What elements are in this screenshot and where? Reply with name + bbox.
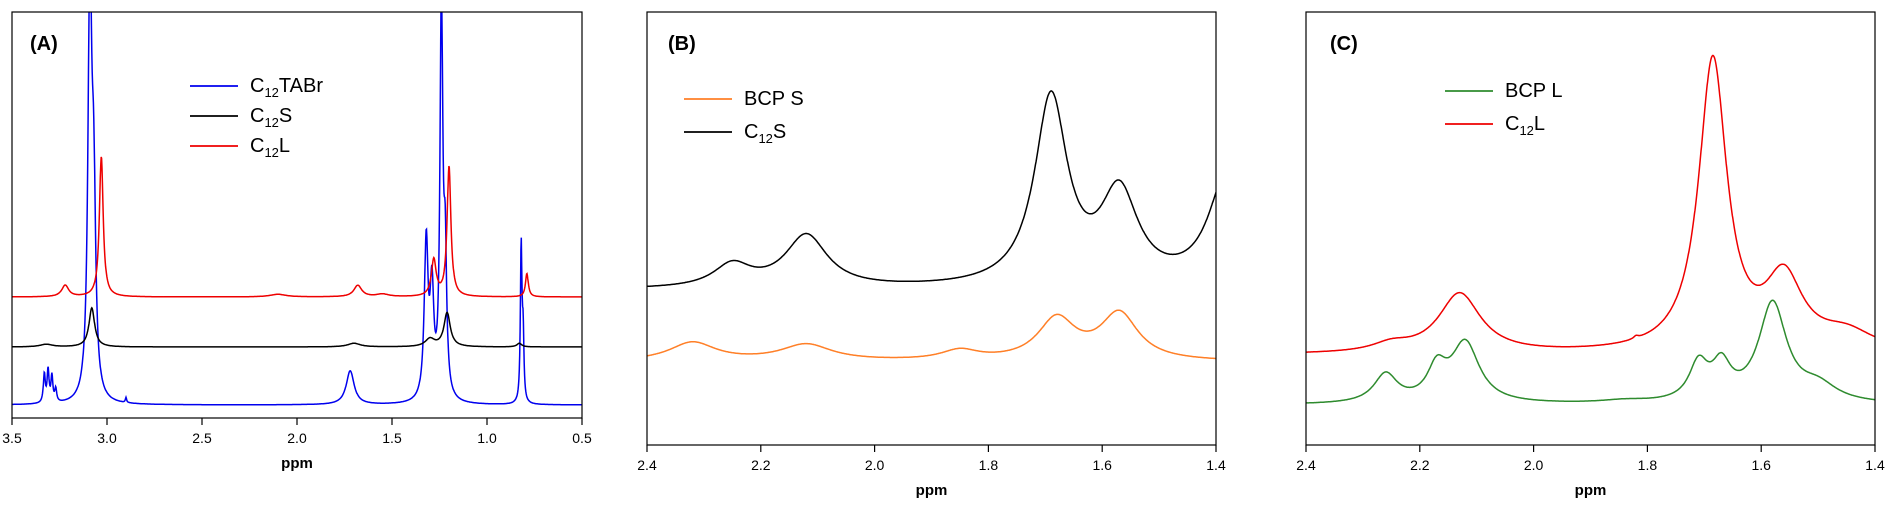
chart-panel-3: 2.4 2.2 2.0 1.8 1.6 1.4 ppm (C) BCP L C12L [1296,11,1885,499]
x-tick-label: 2.0 [1524,457,1544,473]
legend-entry: BCP L [1505,80,1562,102]
x-tick-label: 2.4 [637,457,657,473]
legend: C12TABr C12S C12L [190,75,323,160]
x-axis-label: ppm [1575,482,1607,499]
x-tick-label: 2.4 [1296,457,1316,473]
x-tick-label: 3.0 [97,430,117,446]
series-line-c12s [12,306,582,348]
series-line-c12l [1306,54,1875,353]
x-tick-label: 2.2 [751,457,771,473]
series-line-bcp-l [1306,299,1875,404]
x-tick-label: 2.5 [192,430,212,446]
panel-label: (C) [1330,33,1358,55]
x-tick-label: 1.4 [1206,457,1226,473]
chart-panel-2: 2.4 2.2 2.0 1.8 1.6 1.4 ppm (B) BCP S C12S [637,11,1226,499]
legend-entry: C12TABr [250,75,323,100]
legend-entry: C12L [250,135,290,160]
series-line-c12l [12,156,582,298]
plot-frame [11,11,583,419]
x-tick-label: 2.0 [287,430,307,446]
plot-frame [1305,11,1876,446]
x-tick-label: 1.8 [979,457,999,473]
chart-panel-1: 3.5 3.0 2.5 2.0 1.5 1.0 0.5ppm(A)C12TABrC12SC1… [2,11,592,472]
plot-frame [646,11,1217,446]
legend-entry: C12L [1505,113,1545,138]
x-tick-label: 2.0 [865,457,885,473]
legend-entry: C12S [744,121,786,146]
x-tick-label: 1.6 [1751,457,1771,473]
x-tick-label: 1.0 [477,430,497,446]
legend: BCP S C12S [684,88,804,146]
x-tick-label: 1.4 [1865,457,1885,473]
x-tick-label: 0.5 [572,430,592,446]
legend-entry: C12S [250,105,292,130]
legend: BCP L C12L [1445,80,1562,138]
series-line-c12tabr [12,12,582,406]
x-axis-label: ppm [281,455,313,472]
x-tick-label: 2.2 [1410,457,1430,473]
series-line-bcp-s [647,309,1216,360]
x-tick-label: 1.6 [1092,457,1112,473]
panel-label: (A) [30,33,58,55]
x-tick-label: 3.5 [2,430,22,446]
series-line-c12s [647,90,1216,288]
x-axis-label: ppm [916,482,948,499]
panel-label: (B) [668,33,696,55]
legend-entry: BCP S [744,88,804,110]
x-tick-label: 1.5 [382,430,402,446]
x-tick-label: 1.8 [1638,457,1658,473]
